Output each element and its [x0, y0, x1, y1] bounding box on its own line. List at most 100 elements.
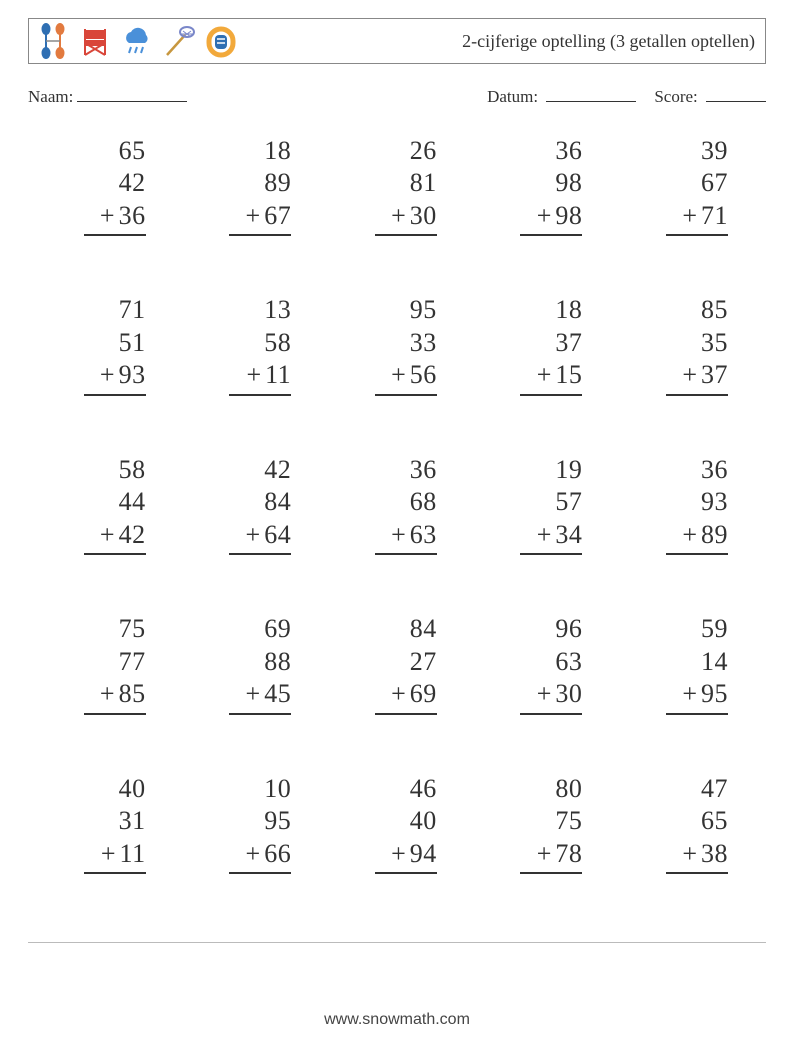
addend-3-row: +38: [666, 838, 728, 875]
addition-problem: 5914+95: [620, 613, 756, 715]
addend-3-row: +36: [84, 200, 146, 237]
addition-problem: 1095+66: [184, 773, 320, 875]
addend-2: 98: [555, 167, 582, 200]
addend-3: 95: [701, 678, 728, 711]
name-blank[interactable]: [77, 84, 187, 102]
addend-2: 84: [264, 486, 291, 519]
addition-problem: 8535+37: [620, 294, 756, 396]
addition-problem: 1358+11: [184, 294, 320, 396]
addend-3: 45: [264, 678, 291, 711]
info-row: Naam: Datum: Score:: [28, 84, 766, 107]
addend-3: 78: [555, 838, 582, 871]
addend-2: 65: [701, 805, 728, 838]
addend-3: 71: [701, 200, 728, 233]
addend-1: 85: [701, 294, 728, 327]
addend-3-row: +11: [84, 838, 146, 875]
addend-1: 80: [555, 773, 582, 806]
addend-1: 26: [410, 135, 437, 168]
plus-operator: +: [246, 360, 261, 390]
addend-1: 36: [701, 454, 728, 487]
addend-3-row: +30: [520, 678, 582, 715]
addition-problem: 8427+69: [329, 613, 465, 715]
plus-operator: +: [391, 201, 406, 231]
addend-3-row: +64: [229, 519, 291, 556]
addend-3: 89: [701, 519, 728, 552]
footer-text: www.snowmath.com: [28, 1011, 766, 1049]
plus-operator: +: [246, 679, 261, 709]
addend-3: 85: [119, 678, 146, 711]
addend-2: 40: [410, 805, 437, 838]
plus-operator: +: [246, 520, 261, 550]
addend-2: 44: [119, 486, 146, 519]
addend-3: 67: [264, 200, 291, 233]
addend-1: 40: [119, 773, 146, 806]
addend-1: 36: [555, 135, 582, 168]
plus-operator: +: [391, 360, 406, 390]
addend-3-row: +63: [375, 519, 437, 556]
addend-2: 67: [701, 167, 728, 200]
addition-problem: 4765+38: [620, 773, 756, 875]
addend-3-row: +69: [375, 678, 437, 715]
addend-3-row: +34: [520, 519, 582, 556]
addition-problem: 1889+67: [184, 135, 320, 237]
addend-1: 46: [410, 773, 437, 806]
addend-3: 30: [410, 200, 437, 233]
addition-problem: 7151+93: [38, 294, 174, 396]
score-blank[interactable]: [706, 84, 766, 102]
addition-problem: 7577+85: [38, 613, 174, 715]
addend-3: 37: [701, 359, 728, 392]
addend-2: 63: [555, 646, 582, 679]
addend-3-row: +71: [666, 200, 728, 237]
addition-problem: 3693+89: [620, 454, 756, 556]
addition-problem: 4640+94: [329, 773, 465, 875]
addend-1: 42: [264, 454, 291, 487]
plus-operator: +: [100, 201, 115, 231]
addend-3-row: +85: [84, 678, 146, 715]
date-blank[interactable]: [546, 84, 636, 102]
addition-problem: 3967+71: [620, 135, 756, 237]
addend-2: 27: [410, 646, 437, 679]
plus-operator: +: [537, 839, 552, 869]
plus-operator: +: [100, 360, 115, 390]
addend-2: 58: [264, 327, 291, 360]
problems-grid: 6542+361889+672681+303698+983967+717151+…: [28, 125, 766, 875]
addend-1: 47: [701, 773, 728, 806]
addend-3: 30: [555, 678, 582, 711]
addition-problem: 9663+30: [475, 613, 611, 715]
addend-3-row: +94: [375, 838, 437, 875]
worksheet-title: 2-cijferige optelling (3 getallen optell…: [462, 31, 755, 52]
addend-2: 93: [701, 486, 728, 519]
addend-2: 77: [119, 646, 146, 679]
addend-2: 75: [555, 805, 582, 838]
date-label: Datum:: [487, 87, 538, 106]
raft-icon: [203, 23, 239, 59]
addend-3: 98: [555, 200, 582, 233]
plus-operator: +: [682, 679, 697, 709]
plus-operator: +: [100, 679, 115, 709]
addend-3-row: +95: [666, 678, 728, 715]
plus-operator: +: [246, 839, 261, 869]
addend-3: 11: [120, 838, 146, 871]
addend-3-row: +42: [84, 519, 146, 556]
addend-1: 59: [701, 613, 728, 646]
addend-3: 69: [410, 678, 437, 711]
plus-operator: +: [537, 520, 552, 550]
score-label: Score:: [654, 87, 697, 106]
addition-problem: 8075+78: [475, 773, 611, 875]
plus-operator: +: [682, 839, 697, 869]
addend-3-row: +93: [84, 359, 146, 396]
addend-3-row: +89: [666, 519, 728, 556]
addend-1: 71: [119, 294, 146, 327]
addend-3: 15: [555, 359, 582, 392]
addend-3: 66: [264, 838, 291, 871]
addition-problem: 2681+30: [329, 135, 465, 237]
addend-2: 31: [119, 805, 146, 838]
addend-2: 81: [410, 167, 437, 200]
addend-2: 33: [410, 327, 437, 360]
addend-3-row: +30: [375, 200, 437, 237]
plus-operator: +: [100, 520, 115, 550]
addend-1: 69: [264, 613, 291, 646]
addition-problem: 3698+98: [475, 135, 611, 237]
addend-3-row: +98: [520, 200, 582, 237]
addend-3: 42: [119, 519, 146, 552]
